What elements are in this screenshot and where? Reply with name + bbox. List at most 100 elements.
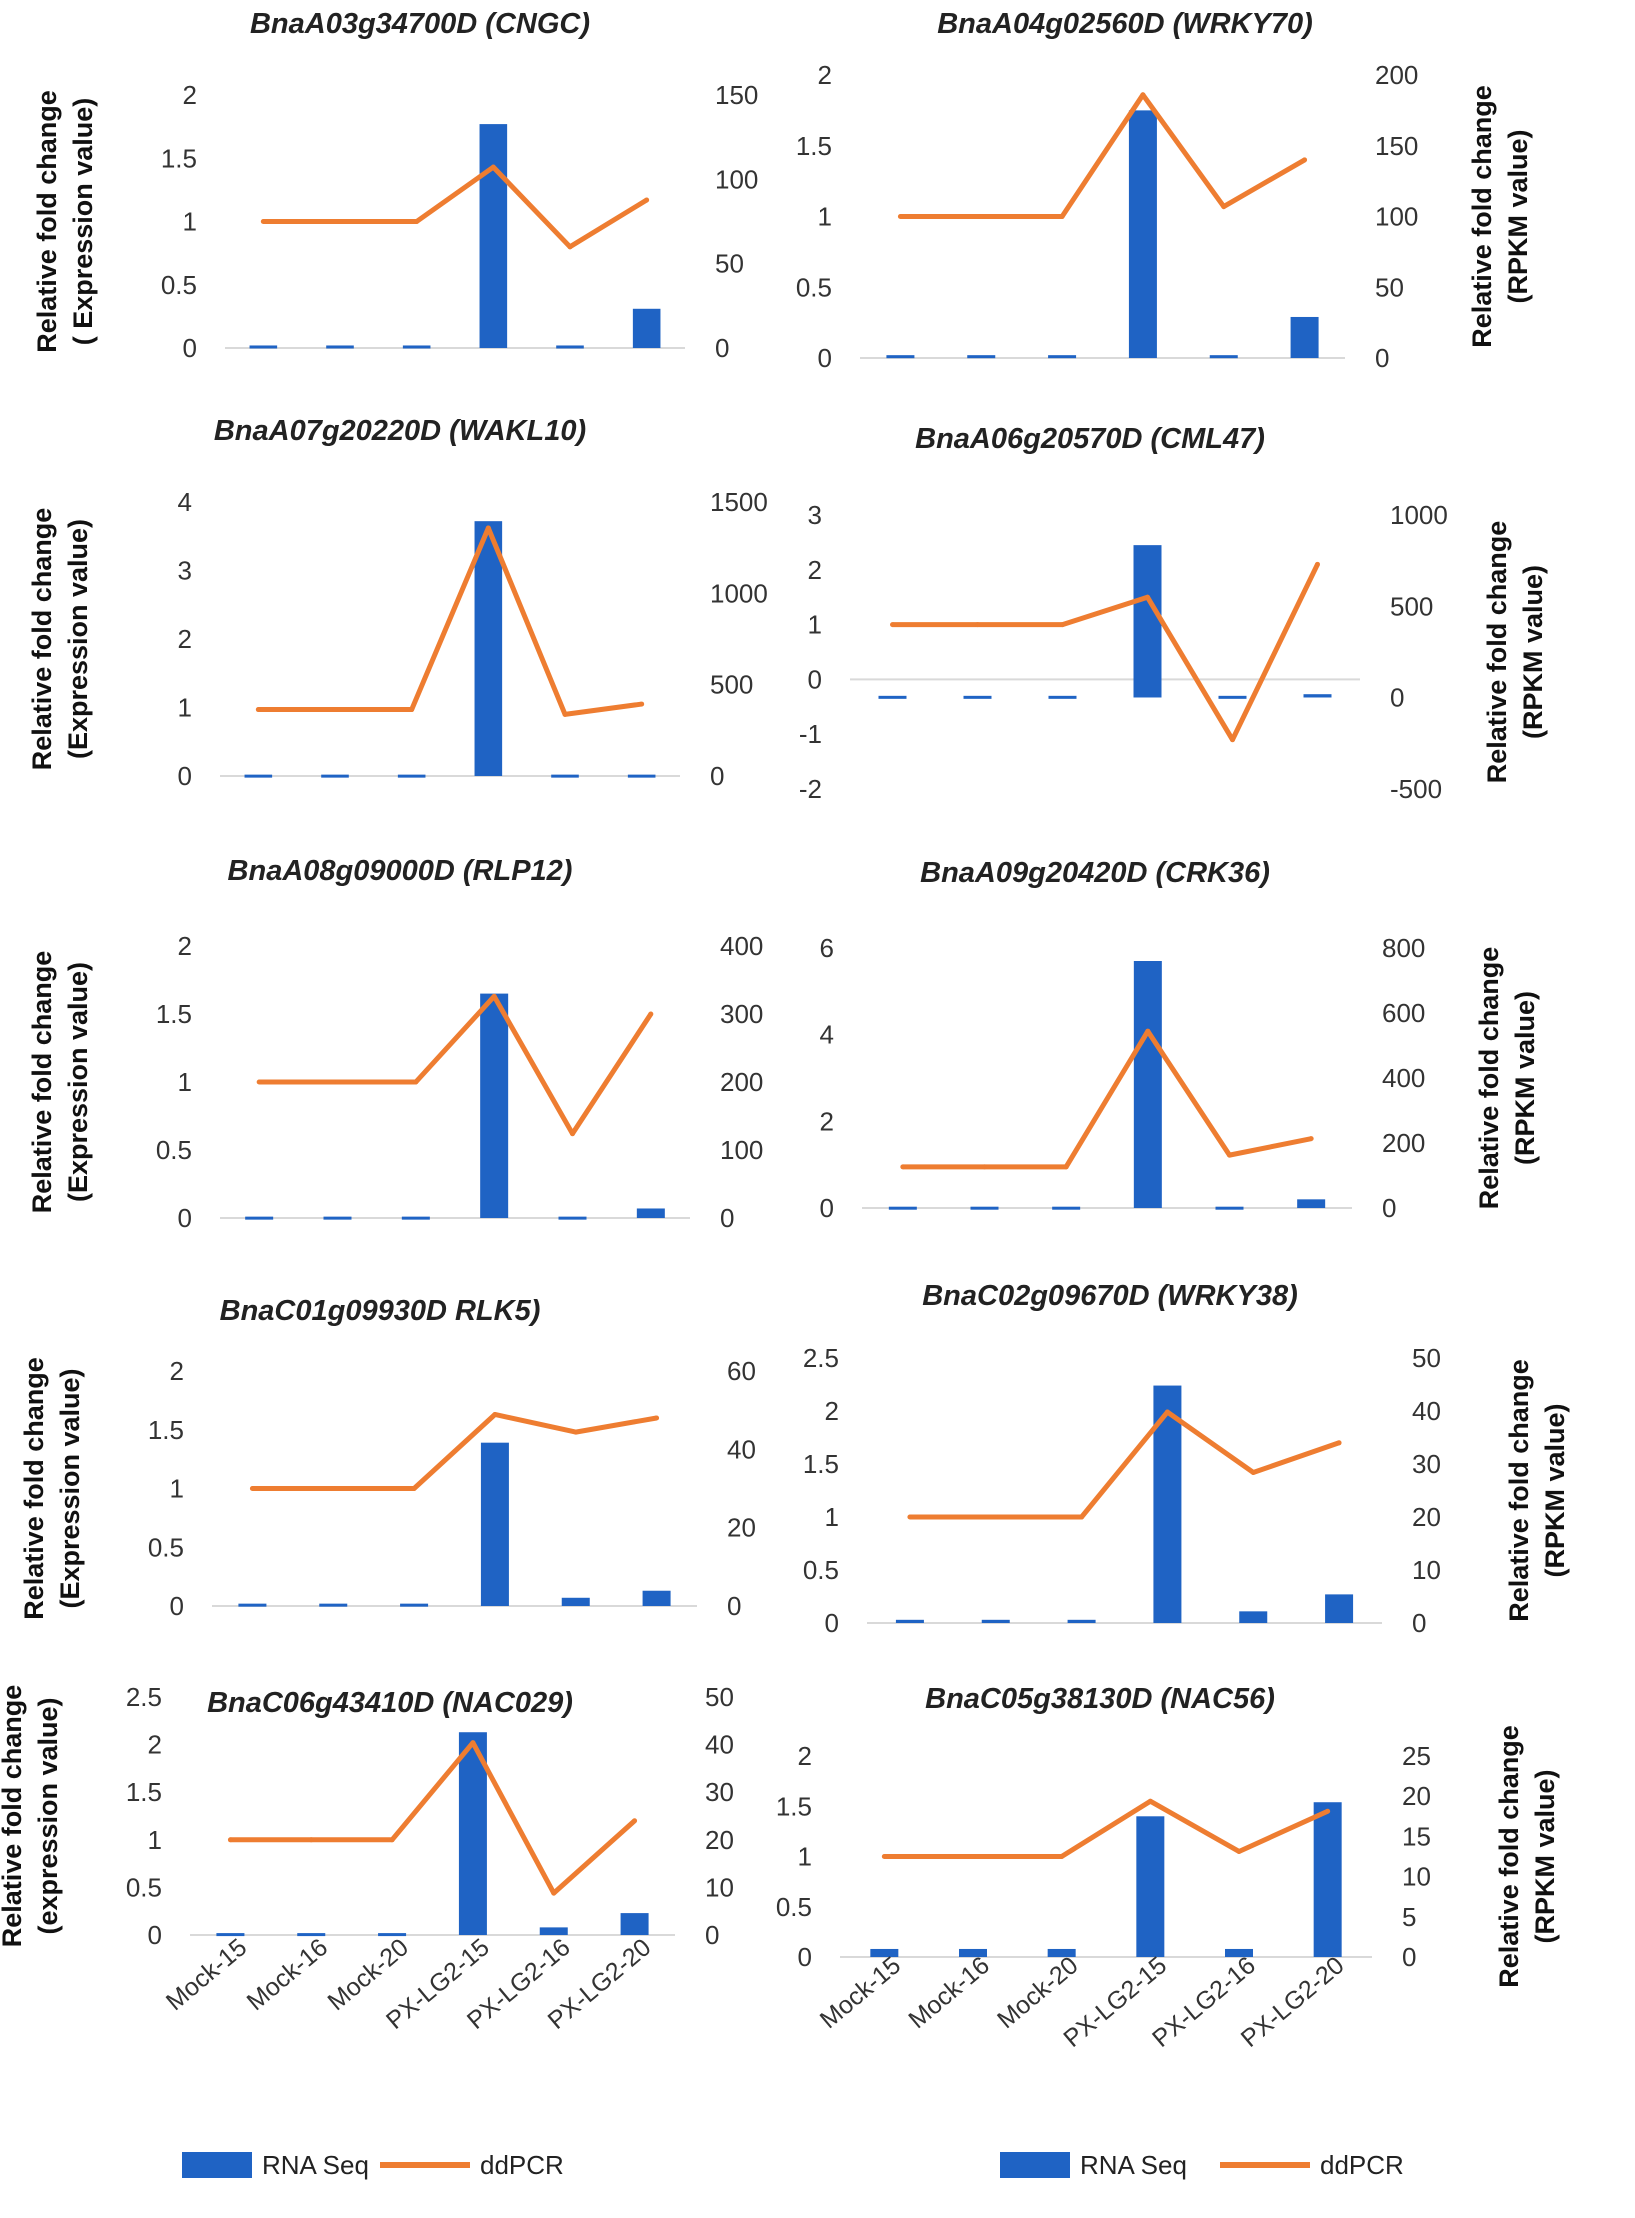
- y-axis-label: (RPKM value): [1518, 565, 1548, 739]
- x-category-label: Mock-15: [815, 1951, 906, 2034]
- right-tick-label: 100: [715, 164, 758, 194]
- rna-seq-bar: [878, 695, 907, 699]
- rna-seq-bar: [1313, 1802, 1342, 1957]
- rna-seq-bar: [1048, 695, 1077, 699]
- ddpcr-point: [900, 1164, 906, 1170]
- right-tick-label: 20: [727, 1513, 756, 1543]
- right-tick-label: 500: [1390, 591, 1433, 621]
- ddpcr-point: [1308, 1136, 1314, 1142]
- ddpcr-point: [648, 1011, 654, 1017]
- ddpcr-point: [639, 701, 645, 707]
- right-tick-label: 1000: [1390, 500, 1448, 530]
- left-tick-label: 2: [178, 624, 192, 654]
- legend-left: RNA Seq ddPCR: [182, 2150, 564, 2180]
- ddpcr-point: [260, 219, 266, 224]
- ddpcr-point: [335, 1079, 340, 1085]
- rna-seq-bar: [627, 774, 656, 778]
- right-tick-label: 0: [1382, 1193, 1396, 1223]
- right-tick-label: 150: [1375, 131, 1418, 161]
- right-tick-label: 5: [1402, 1902, 1416, 1932]
- rna-seq-bar: [558, 1216, 587, 1220]
- left-tick-label: -2: [799, 774, 822, 804]
- ddpcr-point: [632, 1818, 638, 1824]
- left-tick-label: -1: [799, 719, 822, 749]
- rna-seq-bar: [1218, 695, 1247, 699]
- right-tick-label: 0: [710, 761, 724, 791]
- left-tick-label: 0: [148, 1920, 162, 1950]
- ddpcr-line: [258, 525, 642, 717]
- rna-seq-bar: [474, 521, 503, 776]
- ddpcr-point: [573, 1429, 579, 1435]
- ddpcr-point: [982, 1164, 987, 1170]
- ddpcr-point: [1079, 1514, 1085, 1520]
- right-tick-label: 30: [1412, 1449, 1441, 1479]
- y-axis-label: Relative fold change: [19, 1357, 49, 1620]
- right-tick-label: 1000: [710, 578, 768, 608]
- right-tick-label: 10: [705, 1872, 734, 1902]
- legend-right-line-label: ddPCR: [1320, 2150, 1404, 2180]
- left-tick-label: 1: [798, 1842, 812, 1872]
- left-tick-label: 0.5: [156, 1135, 192, 1165]
- rna-seq-bar: [539, 1927, 568, 1935]
- rna-seq-bar: [1136, 1816, 1165, 1957]
- left-tick-label: 0.5: [796, 272, 832, 302]
- left-tick-label: 2.5: [126, 1682, 162, 1712]
- left-tick-label: 0: [178, 761, 192, 791]
- rna-seq-bar: [1225, 1948, 1253, 1957]
- rna-seq-bar: [249, 345, 278, 349]
- left-tick-label: 0.5: [803, 1555, 839, 1585]
- rna-seq-bar: [378, 1933, 407, 1937]
- chart-title: BnaC05g38130D (NAC56): [925, 1683, 1275, 1715]
- ddpcr-point: [337, 219, 343, 224]
- ddpcr-point: [890, 622, 895, 628]
- right-tick-label: 10: [1402, 1862, 1431, 1892]
- ddpcr-point: [255, 707, 261, 713]
- ddpcr-point: [907, 1514, 913, 1520]
- right-tick-label: 0: [1402, 1942, 1416, 1972]
- ddpcr-point: [1302, 157, 1308, 163]
- rna-seq-bar: [556, 345, 584, 349]
- rna-seq-bar: [1297, 1199, 1326, 1208]
- ddpcr-line: [252, 1411, 658, 1491]
- right-tick-label: 25: [1402, 1741, 1431, 1771]
- left-tick-label: 0: [798, 1942, 812, 1972]
- right-tick-label: 10: [1412, 1555, 1441, 1585]
- left-tick-label: 1: [170, 1474, 184, 1504]
- right-tick-label: 20: [1402, 1781, 1431, 1811]
- left-tick-label: 2: [820, 1106, 834, 1136]
- y-axis-label: ( Expression value): [68, 98, 98, 346]
- left-tick-label: 0: [825, 1608, 839, 1638]
- y-axis-label: Relative fold change: [1467, 85, 1497, 348]
- left-tick-label: 6: [820, 933, 834, 963]
- chart-title: BnaA04g02560D (WRKY70): [937, 8, 1313, 40]
- chart-title: BnaC06g43410D (NAC029): [207, 1687, 573, 1719]
- right-tick-label: 800: [1382, 933, 1425, 963]
- right-tick-label: 50: [715, 249, 744, 279]
- right-tick-label: 200: [1382, 1128, 1425, 1158]
- ddpcr-point: [1059, 1854, 1065, 1859]
- left-tick-label: 4: [178, 487, 192, 517]
- left-tick-label: 2: [808, 555, 822, 585]
- left-tick-label: 0: [170, 1591, 184, 1621]
- ddpcr-point: [978, 214, 984, 219]
- y-axis-label: Relative fold change: [1474, 947, 1504, 1210]
- right-tick-label: 0: [1375, 343, 1389, 373]
- chart-panel-1: 0 0.5 1 1.5 2 0 50 100 150 BnaA03g34700D (CNGC) Re…: [32, 8, 758, 363]
- chart-title: BnaA09g20420D (CRK36): [920, 857, 1270, 889]
- right-tick-label: 400: [1382, 1063, 1425, 1093]
- rna-seq-bar: [886, 355, 915, 359]
- rna-seq-bar: [1052, 1206, 1081, 1210]
- chart-title: BnaA03g34700D (CNGC): [250, 8, 590, 40]
- left-tick-label: 0: [820, 1193, 834, 1223]
- ddpcr-point: [1325, 1808, 1331, 1814]
- left-tick-label: 2: [798, 1741, 812, 1771]
- ddpcr-point: [1164, 1409, 1170, 1415]
- ddpcr-point: [1315, 561, 1320, 567]
- rna-seq-bar: [970, 1206, 999, 1210]
- ddpcr-point: [1145, 1028, 1151, 1034]
- ddpcr-point: [491, 993, 497, 999]
- left-tick-label: 1.5: [776, 1791, 812, 1821]
- rna-seq-bar: [551, 774, 579, 778]
- right-tick-label: 20: [705, 1825, 734, 1855]
